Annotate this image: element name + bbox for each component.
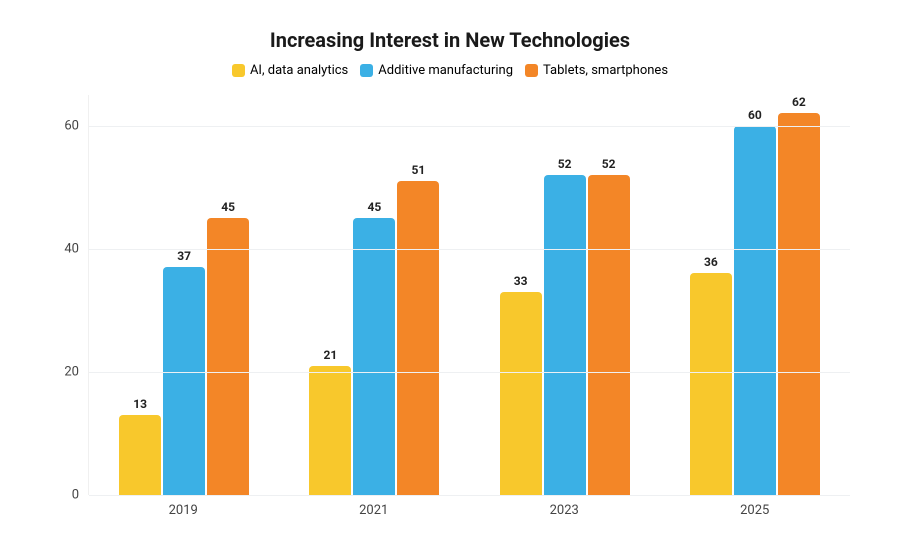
chart-container: Increasing Interest in New Technologies … xyxy=(0,0,900,550)
bar-value-label: 45 xyxy=(221,200,235,218)
bar-additive: 60 xyxy=(734,126,776,495)
gridline xyxy=(89,372,850,373)
plot-area: 133745214551335252366062 0204060 xyxy=(88,95,850,495)
x-tick-label: 2023 xyxy=(469,495,660,518)
bar-value-label: 52 xyxy=(602,157,616,175)
chart-title: Increasing Interest in New Technologies xyxy=(40,28,860,52)
bar-additive: 37 xyxy=(163,267,205,495)
bar-tablets: 52 xyxy=(588,175,630,495)
x-axis: 2019202120232025 xyxy=(88,495,850,518)
gridline xyxy=(89,126,850,127)
bar-value-label: 33 xyxy=(514,274,528,292)
bar-group: 335252 xyxy=(470,95,660,495)
legend-swatch-ai xyxy=(232,64,245,77)
bar-group: 366062 xyxy=(660,95,850,495)
bar-additive: 52 xyxy=(544,175,586,495)
y-tick-label: 20 xyxy=(64,364,89,379)
gridline xyxy=(89,249,850,250)
bar-value-label: 13 xyxy=(133,397,147,415)
y-tick-label: 0 xyxy=(72,488,89,503)
bar-value-label: 62 xyxy=(792,95,806,113)
x-tick-label: 2021 xyxy=(279,495,470,518)
bar-value-label: 36 xyxy=(704,255,718,273)
bar-ai: 13 xyxy=(119,415,161,495)
legend-item-tablets: Tablets, smartphones xyxy=(525,63,668,78)
bar-ai: 21 xyxy=(309,366,351,495)
legend: AI, data analytics Additive manufacturing… xyxy=(40,62,860,81)
bar-ai: 36 xyxy=(690,273,732,495)
legend-label-additive: Additive manufacturing xyxy=(378,63,513,78)
legend-label-tablets: Tablets, smartphones xyxy=(543,63,668,78)
legend-swatch-tablets xyxy=(525,64,538,77)
y-tick-label: 60 xyxy=(64,118,89,133)
legend-item-additive: Additive manufacturing xyxy=(360,63,513,78)
bar-value-label: 60 xyxy=(748,108,762,126)
legend-item-ai: AI, data analytics xyxy=(232,63,348,78)
y-tick-label: 40 xyxy=(64,241,89,256)
bar-additive: 45 xyxy=(353,218,395,495)
bar-tablets: 62 xyxy=(778,113,820,495)
bar-tablets: 45 xyxy=(207,218,249,495)
bar-value-label: 52 xyxy=(558,157,572,175)
bar-value-label: 21 xyxy=(323,348,337,366)
legend-swatch-additive xyxy=(360,64,373,77)
x-tick-label: 2025 xyxy=(660,495,851,518)
bar-group: 133745 xyxy=(89,95,279,495)
bar-ai: 33 xyxy=(500,292,542,495)
legend-label-ai: AI, data analytics xyxy=(250,63,348,78)
bar-value-label: 37 xyxy=(177,249,191,267)
bar-tablets: 51 xyxy=(397,181,439,495)
x-tick-label: 2019 xyxy=(88,495,279,518)
bar-group: 214551 xyxy=(279,95,469,495)
bar-value-label: 45 xyxy=(367,200,381,218)
bar-value-label: 51 xyxy=(411,163,425,181)
bar-groups: 133745214551335252366062 xyxy=(89,95,850,495)
